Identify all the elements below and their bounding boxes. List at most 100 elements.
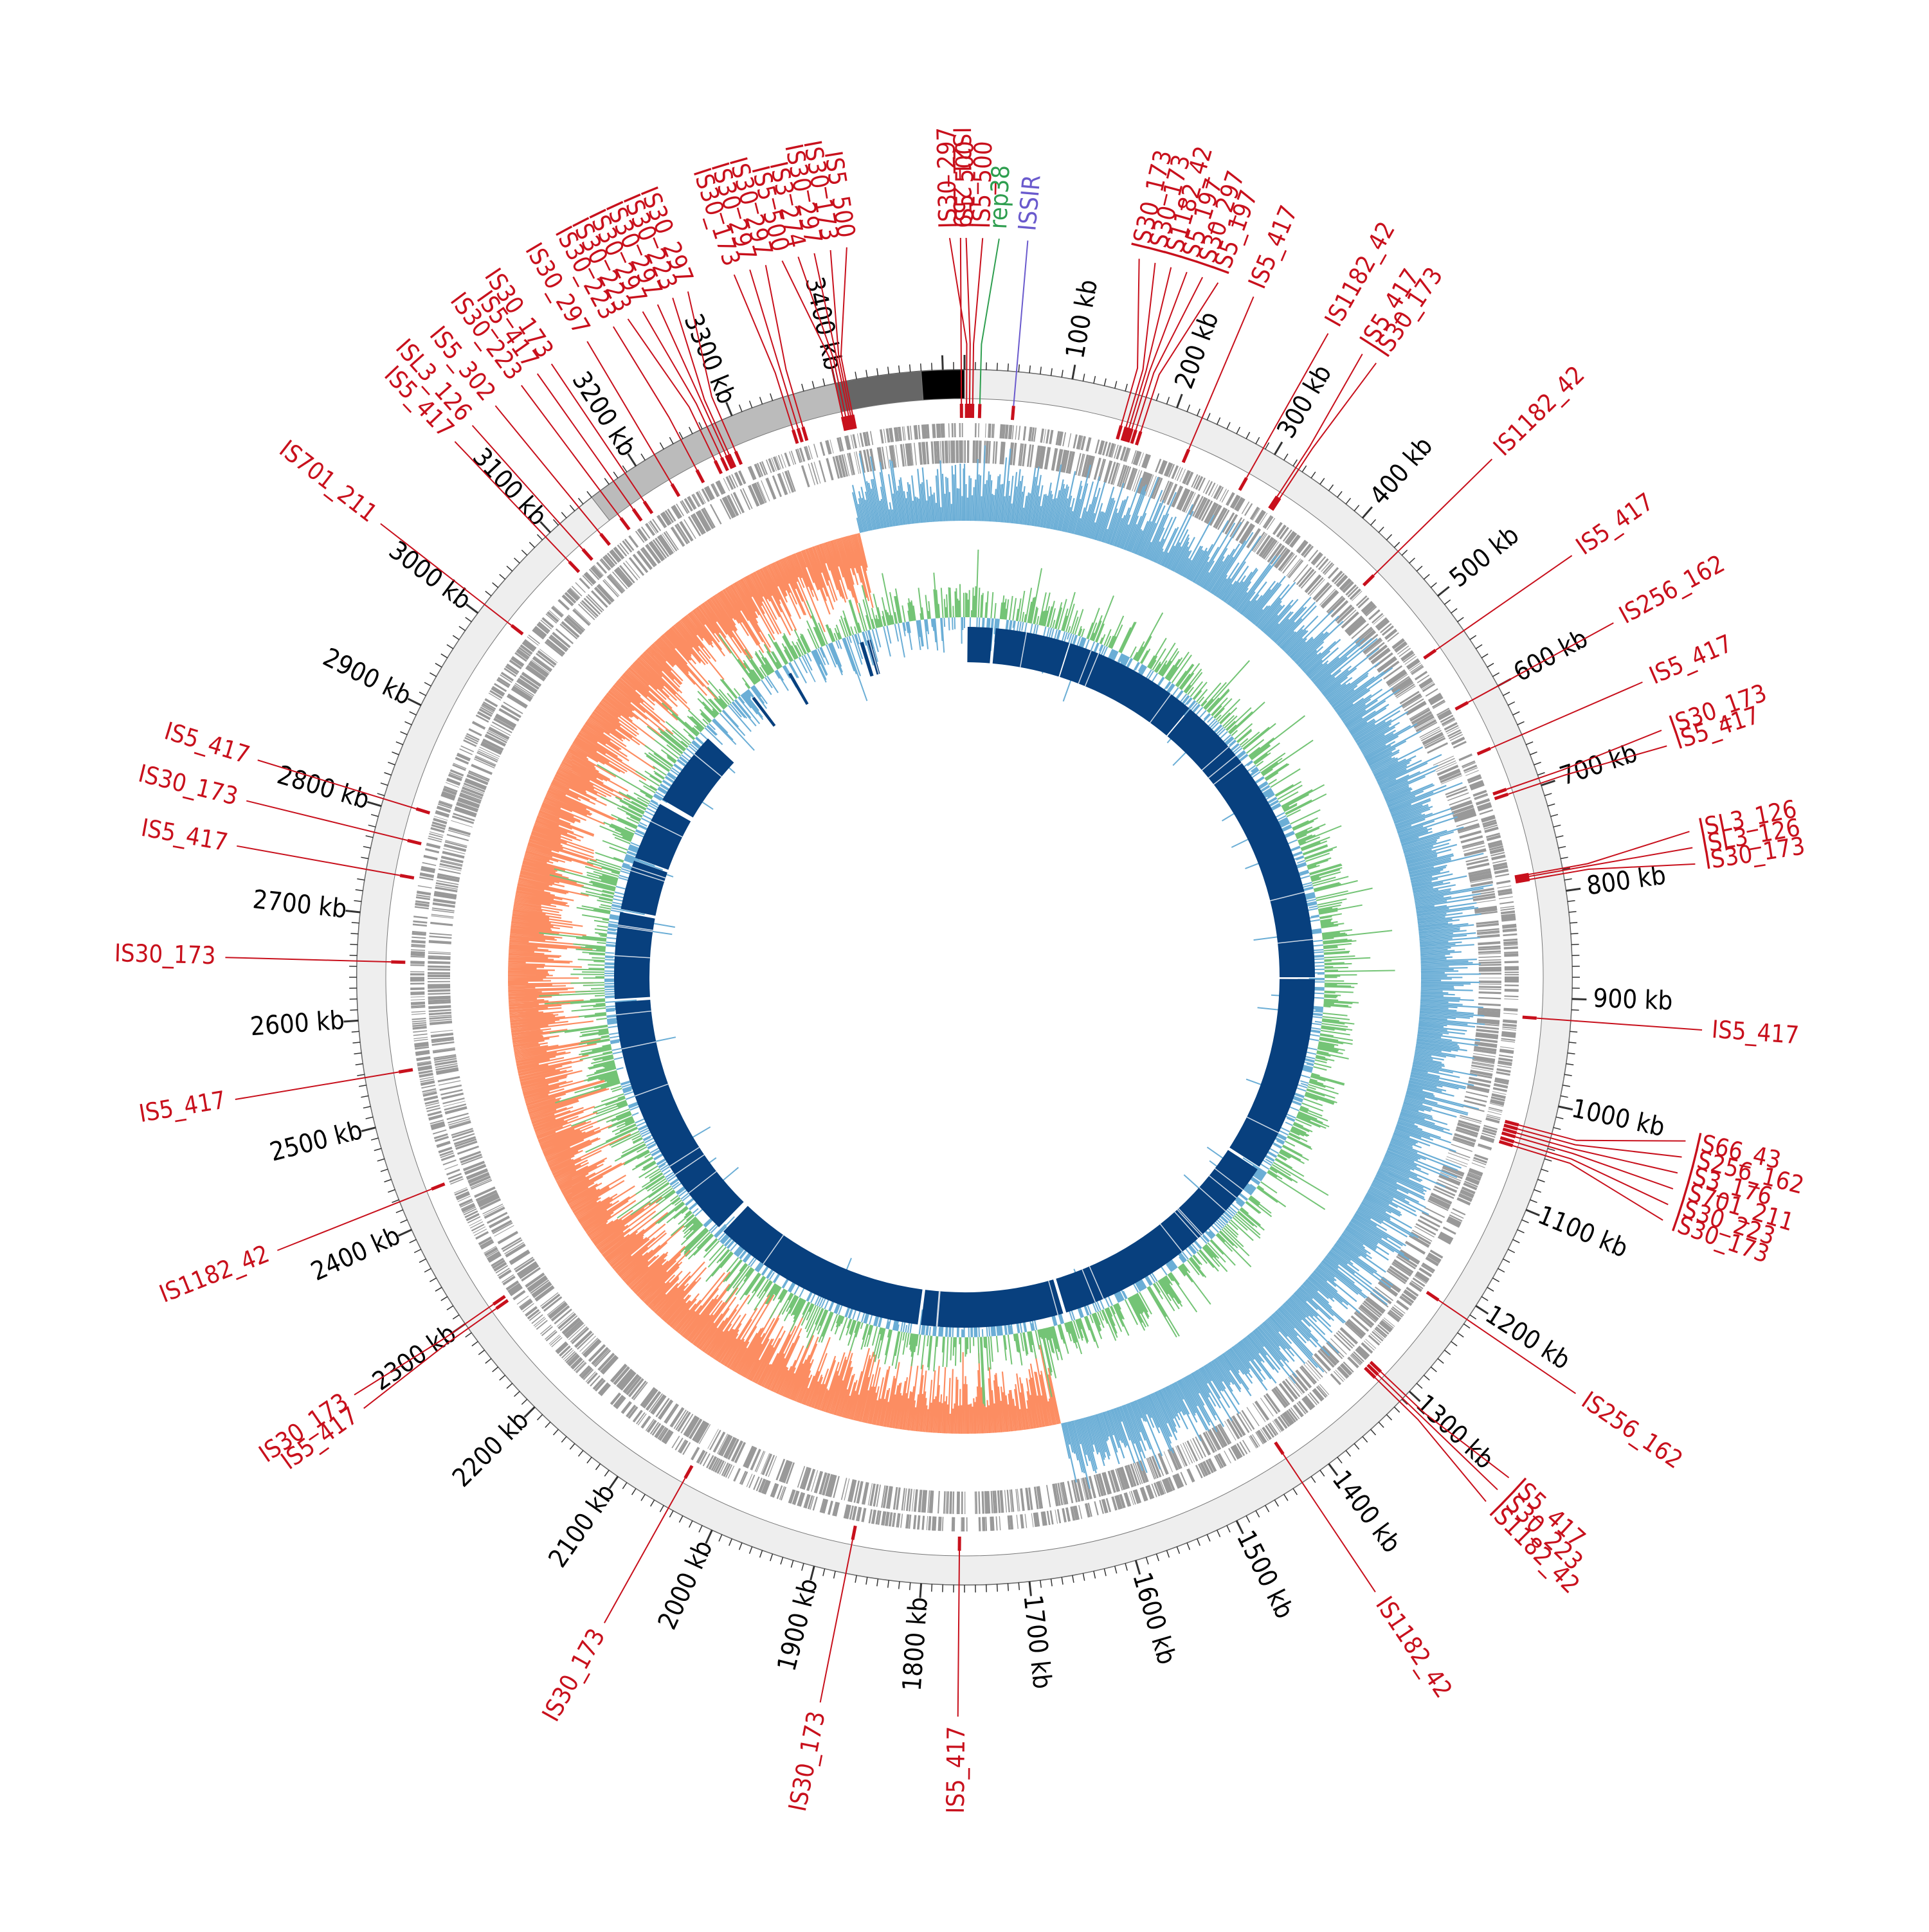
annotation-label: IS30_173 <box>136 759 241 811</box>
minor-tick <box>660 442 664 449</box>
annotation-leader <box>381 524 512 626</box>
major-tick <box>727 402 732 416</box>
cds-feature <box>1496 880 1510 885</box>
major-tick <box>525 1407 535 1417</box>
minor-tick <box>377 1159 385 1161</box>
cds-feature <box>1055 1510 1058 1524</box>
annotation-leader <box>1468 623 1613 703</box>
minor-tick <box>1386 1414 1391 1420</box>
gc-content-negative <box>604 617 1325 1337</box>
cds-feature <box>861 1508 866 1522</box>
minor-tick <box>371 815 379 817</box>
cds-feature <box>961 1492 963 1514</box>
cds-feature <box>940 441 942 464</box>
minor-tick <box>1431 582 1436 588</box>
minor-tick <box>363 847 371 849</box>
major-tick <box>466 604 478 613</box>
cds-feature <box>430 933 452 936</box>
minor-tick <box>1227 422 1230 429</box>
minor-tick <box>545 1422 550 1428</box>
minor-tick <box>1470 1315 1476 1319</box>
cds-feature <box>921 1515 925 1530</box>
minor-tick <box>521 1399 527 1404</box>
gc-skew-positive <box>853 446 1492 1489</box>
minor-tick <box>500 1375 505 1380</box>
cds-feature <box>1503 1024 1517 1027</box>
tick-label: 2900 kb <box>318 642 416 711</box>
annotation-label: IS256_162 <box>1615 549 1730 629</box>
is-mark <box>431 1184 444 1189</box>
minor-tick <box>802 1563 804 1571</box>
minor-tick <box>1217 417 1220 424</box>
minor-tick <box>1409 558 1415 563</box>
minor-tick <box>350 944 358 945</box>
minor-tick <box>823 379 825 386</box>
minor-tick <box>1548 1148 1555 1150</box>
cds-feature <box>913 1515 917 1529</box>
is-mark <box>399 1070 413 1072</box>
minor-tick <box>1284 454 1288 460</box>
cds-feature <box>1405 1243 1424 1255</box>
cds-feature <box>410 973 424 976</box>
is-mark <box>1118 426 1121 439</box>
minor-tick <box>1569 1042 1577 1043</box>
minor-tick <box>1512 712 1519 715</box>
minor-tick <box>1337 491 1342 497</box>
minor-tick <box>1571 944 1579 945</box>
cds-feature <box>1503 934 1517 936</box>
cds-feature <box>600 1355 617 1373</box>
minor-tick <box>385 773 392 775</box>
cds-feature <box>425 848 439 853</box>
minor-tick <box>1521 1220 1528 1223</box>
minor-tick <box>1457 617 1463 622</box>
minor-tick <box>570 1443 575 1449</box>
minor-tick <box>1492 673 1499 676</box>
minor-tick <box>834 1571 836 1578</box>
minor-tick <box>699 1525 702 1532</box>
major-tick <box>1274 442 1282 455</box>
minor-tick <box>561 512 566 518</box>
cds-feature <box>883 429 886 443</box>
minor-tick <box>447 1306 453 1310</box>
cds-feature <box>418 885 432 889</box>
cds-feature <box>1504 946 1518 950</box>
minor-tick <box>1553 1128 1561 1130</box>
cds-feature <box>412 1011 426 1013</box>
cds-feature <box>1499 896 1513 899</box>
cds-feature <box>446 1113 468 1120</box>
annotation-label: IS30_173 <box>536 1624 610 1726</box>
minor-tick <box>1534 763 1541 765</box>
minor-tick <box>381 1169 388 1171</box>
minor-tick <box>430 673 436 676</box>
cds-feature <box>1046 1485 1051 1508</box>
is-mark <box>633 509 642 521</box>
minor-tick <box>1083 1573 1084 1581</box>
cds-feature <box>1017 1515 1019 1529</box>
cds-feature <box>410 983 424 985</box>
minor-tick <box>1564 879 1572 880</box>
minor-tick <box>1166 1550 1169 1557</box>
cds-feature <box>413 921 427 924</box>
minor-tick <box>1207 413 1210 420</box>
cds-feature <box>978 423 979 437</box>
cds-feature <box>411 997 425 998</box>
minor-tick <box>1481 654 1488 658</box>
tick-label: 600 kb <box>1508 624 1593 688</box>
minor-tick <box>410 1240 417 1243</box>
minor-tick <box>1530 1200 1537 1202</box>
cds-feature <box>1241 1410 1254 1430</box>
cds-feature <box>1018 426 1020 440</box>
minor-tick <box>1062 1577 1063 1585</box>
cds-feature <box>428 952 451 953</box>
cds-feature <box>1504 953 1518 957</box>
minor-tick <box>521 550 527 555</box>
cds-feature <box>410 992 424 995</box>
minor-tick <box>1177 1546 1179 1553</box>
is-mark <box>1136 431 1141 445</box>
cds-feature <box>441 1155 455 1161</box>
is-mark <box>1523 1017 1537 1018</box>
minor-tick <box>1379 527 1384 533</box>
cds-feature <box>979 440 982 463</box>
minor-tick <box>414 1249 421 1252</box>
minor-tick <box>363 1106 371 1108</box>
